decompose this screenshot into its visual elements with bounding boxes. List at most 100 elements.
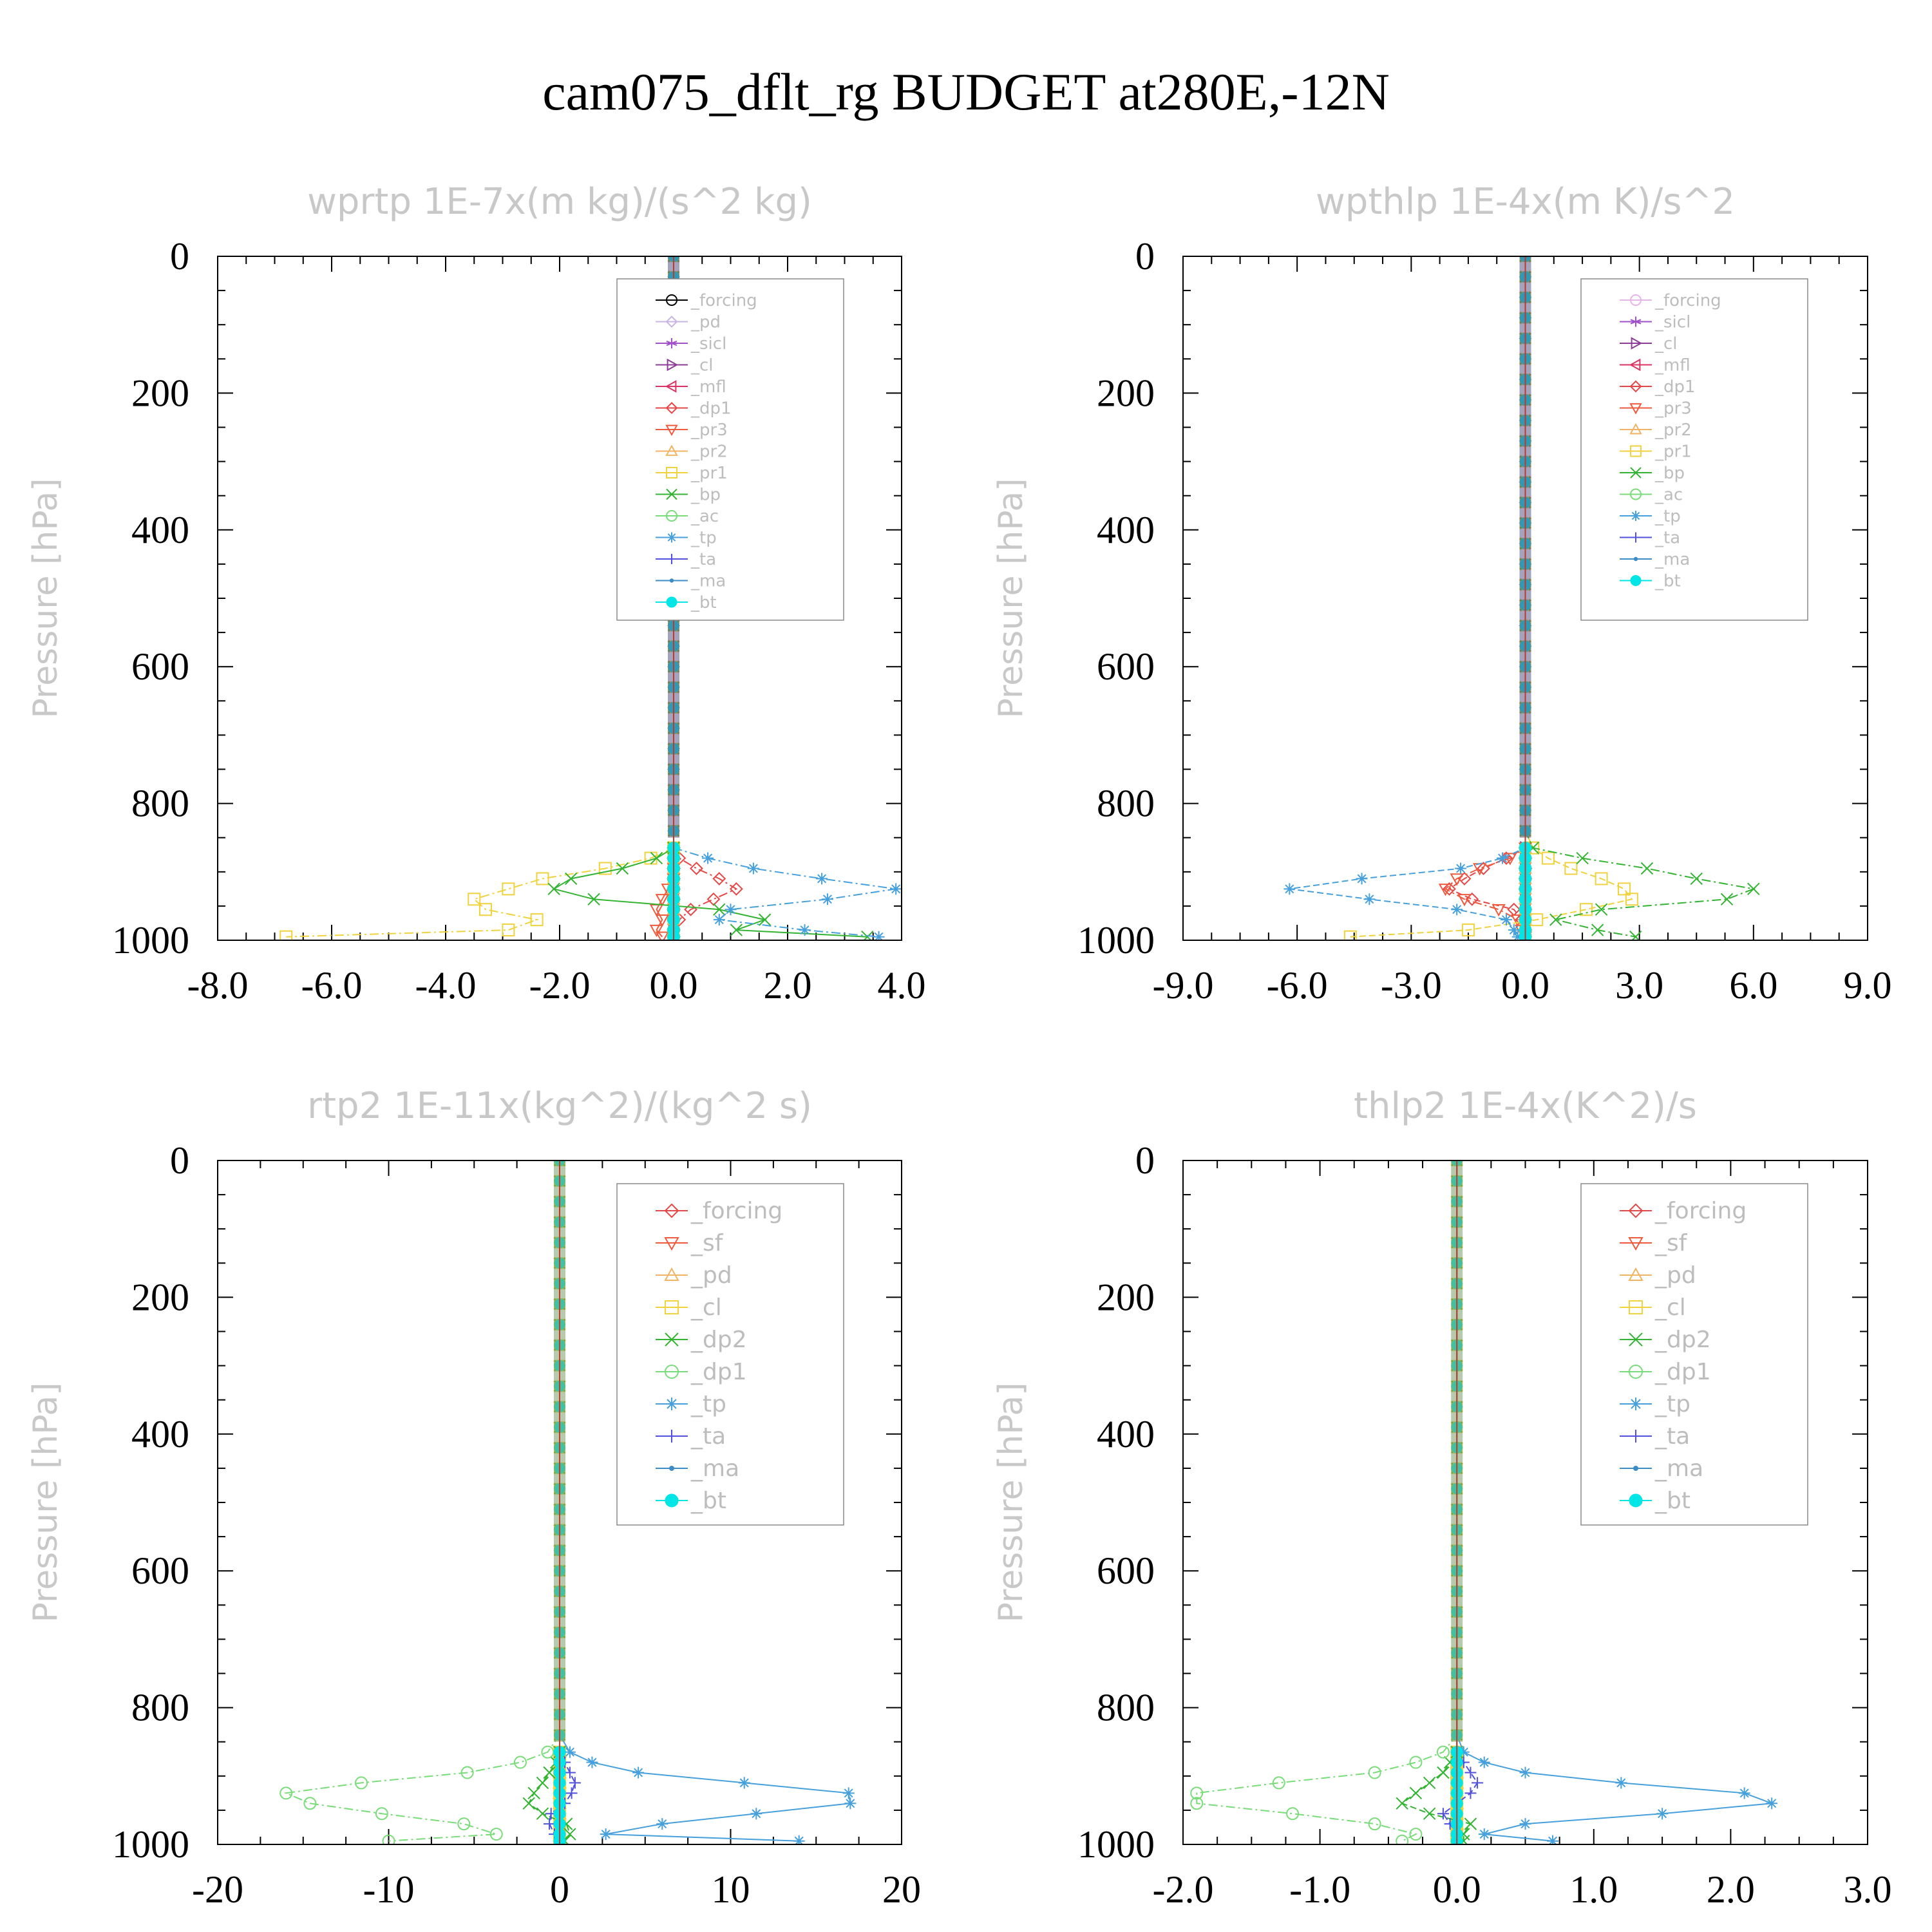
- x-tick-label: 9.0: [1844, 964, 1892, 1007]
- data-point: [1541, 851, 1555, 865]
- legend-marker: [1633, 556, 1638, 562]
- y-tick-label: 1000: [1077, 1823, 1155, 1866]
- legend-label: _sicl: [1654, 313, 1690, 332]
- legend-entry: _forcing: [1620, 291, 1721, 310]
- data-point: [689, 862, 703, 875]
- x-tick-label: 1.0: [1569, 1868, 1618, 1911]
- legend-entry: _dp1: [1620, 377, 1696, 397]
- legend-marker: [664, 1237, 679, 1251]
- legend-marker: [666, 338, 677, 348]
- legend-marker: [665, 424, 678, 437]
- y-tick-label: 1000: [112, 919, 189, 961]
- legend-entry: _pr1: [1620, 442, 1692, 462]
- legend-marker: [666, 294, 677, 306]
- legend-marker: [1629, 1332, 1643, 1347]
- legend-label: _forcing: [1654, 291, 1721, 310]
- legend-marker: [1629, 1300, 1643, 1314]
- data-point: [1656, 1808, 1669, 1820]
- plot-area: [1190, 1160, 1778, 1844]
- y-tick-label: 600: [1097, 1549, 1155, 1592]
- legend-marker: [664, 1203, 679, 1218]
- legend-entry: _tp: [656, 1391, 726, 1417]
- legend-marker: [667, 532, 677, 543]
- data-point: [1343, 930, 1357, 940]
- data-point: [1595, 872, 1608, 886]
- legend-marker: [665, 402, 678, 414]
- legend-marker: [1629, 1397, 1642, 1410]
- data-point: [1436, 1745, 1450, 1759]
- data-point: [1438, 884, 1453, 896]
- data-point: [758, 913, 772, 926]
- y-tick-label: 800: [1097, 1687, 1155, 1729]
- data-point: [536, 872, 549, 886]
- data-point: [1409, 1756, 1423, 1769]
- x-tick-label: 0.0: [1501, 964, 1549, 1007]
- y-tick-label: 0: [1135, 235, 1155, 278]
- legend-label: _bp: [690, 486, 721, 505]
- legend-entry: _mfl: [1620, 356, 1690, 375]
- data-point: [547, 882, 560, 896]
- data-point: [1690, 872, 1703, 886]
- legend-marker: [669, 578, 674, 583]
- data-point: [279, 1786, 293, 1800]
- data-point: [650, 851, 663, 865]
- x-tick-label: -8.0: [187, 964, 249, 1007]
- legend-marker: [665, 1332, 679, 1347]
- data-point: [536, 1807, 549, 1820]
- data-point: [565, 1787, 578, 1799]
- panel-title: wpthlp 1E-4x(m K)/s^2: [1316, 181, 1735, 223]
- legend-label: _ma: [690, 572, 726, 591]
- legend-marker: [1629, 358, 1641, 372]
- legend-marker: [667, 554, 677, 564]
- data-point: [1363, 893, 1376, 905]
- data-point: [656, 1818, 668, 1830]
- legend-label: _ma: [1654, 1455, 1703, 1482]
- x-tick-label: 0.0: [1433, 1868, 1481, 1911]
- legend-label: _mfl: [690, 377, 726, 397]
- legend-marker: [1628, 1237, 1643, 1251]
- y-axis-label: Pressure [hPa]: [992, 478, 1030, 719]
- legend-entry: _sf: [656, 1230, 724, 1256]
- legend-label: _ta: [1654, 529, 1680, 548]
- data-point: [1464, 1766, 1477, 1779]
- data-point: [564, 1766, 576, 1779]
- legend-box: [616, 278, 844, 621]
- data-point: [1442, 882, 1456, 896]
- legend-entry: _sf: [1620, 1230, 1688, 1256]
- panel-title: thlp2 1E-4x(K^2)/s: [1354, 1085, 1697, 1127]
- data-point: [1595, 903, 1608, 916]
- data-point: [1478, 1756, 1490, 1768]
- legend-marker: [1628, 1203, 1643, 1218]
- data-point: [1423, 1776, 1436, 1790]
- data-point: [616, 862, 629, 875]
- legend-entry: _dp1: [1620, 1359, 1711, 1385]
- y-tick-label: 0: [170, 235, 189, 278]
- data-point: [1747, 882, 1760, 896]
- legend-marker: [1631, 511, 1641, 521]
- data-point: [513, 1756, 527, 1769]
- legend-marker: [1630, 488, 1642, 500]
- legend-label: _bt: [690, 593, 717, 612]
- data-point: [750, 1808, 762, 1820]
- data-point: [1461, 923, 1475, 937]
- x-tick-label: -20: [192, 1868, 243, 1911]
- legend-entry: _tp: [1620, 507, 1681, 526]
- data-point: [1738, 1787, 1750, 1799]
- data-point: [1579, 903, 1593, 916]
- legend-entry: _tp: [656, 529, 717, 548]
- data-point: [1519, 1818, 1531, 1830]
- legend-entry: _dp2: [1620, 1327, 1711, 1353]
- x-tick-label: -2.0: [1153, 1868, 1214, 1911]
- legend-entry: _forcing: [656, 291, 757, 310]
- data-point: [355, 1776, 368, 1790]
- data-point: [1497, 852, 1509, 864]
- data-point: [1457, 894, 1472, 907]
- legend-label: _tp: [1654, 507, 1681, 526]
- data-point: [478, 903, 492, 916]
- data-point: [1409, 1786, 1423, 1800]
- panels: wprtp 1E-7x(m kg)/(s^2 kg) Pressure [hPa]…: [26, 181, 1892, 1911]
- legend-marker: [1629, 1430, 1642, 1443]
- legend-marker: [1630, 575, 1642, 586]
- legend-label: _ta: [690, 1423, 726, 1450]
- legend-entry: _dp1: [656, 1359, 747, 1385]
